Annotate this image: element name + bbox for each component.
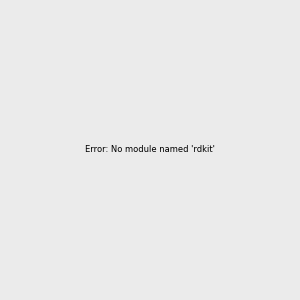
Text: Error: No module named 'rdkit': Error: No module named 'rdkit' — [85, 146, 215, 154]
